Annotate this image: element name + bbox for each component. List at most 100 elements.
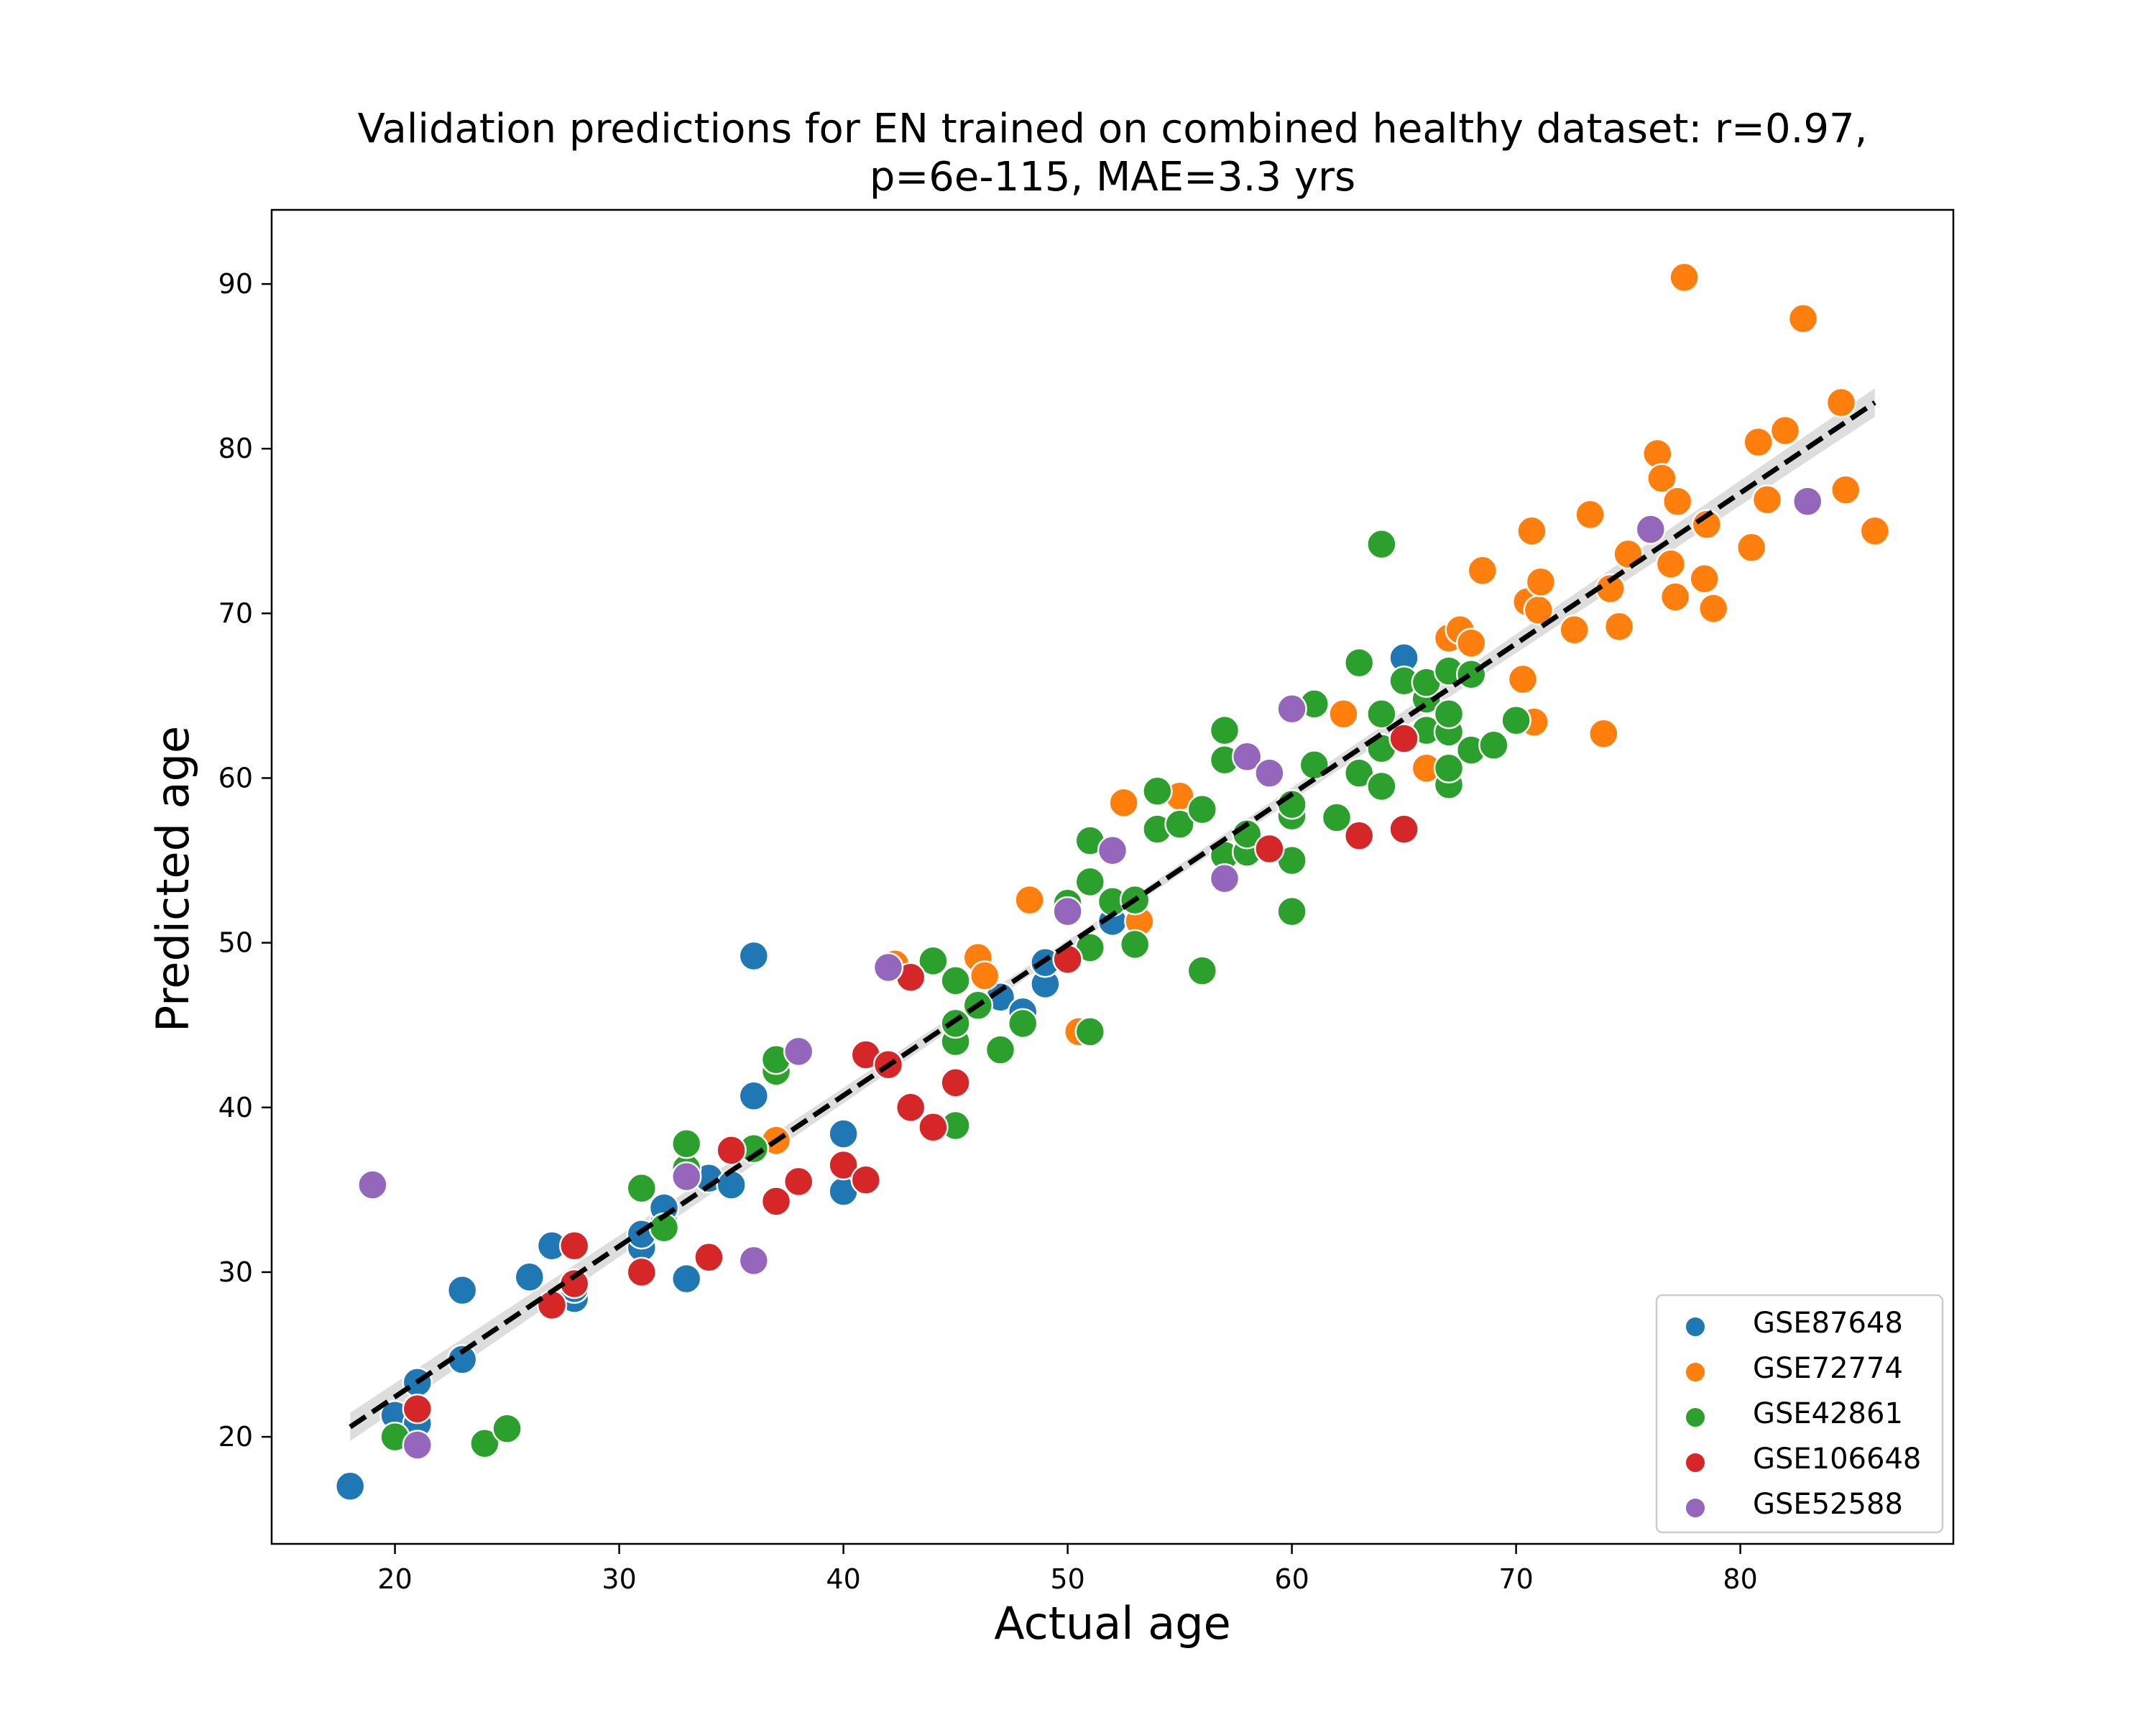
data-point	[783, 1036, 814, 1067]
data-point	[1164, 809, 1195, 840]
data-point	[1209, 714, 1240, 746]
data-point	[1209, 863, 1240, 894]
data-point	[985, 1034, 1016, 1065]
y-tick-label: 80	[218, 433, 253, 464]
data-point	[1769, 415, 1801, 446]
data-point	[1343, 758, 1375, 788]
data-point	[1187, 794, 1218, 825]
data-point	[1792, 486, 1823, 517]
data-point	[969, 960, 1000, 991]
x-tick-label: 20	[377, 1563, 412, 1595]
data-point	[1697, 593, 1729, 624]
data-point	[1007, 1008, 1038, 1039]
data-point	[1501, 705, 1531, 736]
data-point	[1366, 528, 1397, 560]
data-point	[1433, 698, 1465, 730]
data-point	[1366, 770, 1397, 802]
data-point	[1669, 262, 1700, 293]
legend-label: GSE42861	[1753, 1397, 1903, 1430]
series-GSE42861	[379, 528, 1531, 1459]
legend-marker	[1685, 1452, 1706, 1473]
data-point	[626, 1172, 658, 1204]
legend-label: GSE87648	[1753, 1307, 1903, 1340]
y-tick-label: 70	[218, 597, 253, 629]
data-point	[1254, 758, 1285, 788]
data-point	[1559, 615, 1590, 645]
series-GSE52588	[357, 486, 1823, 1460]
data-point	[1507, 663, 1539, 695]
data-point	[1343, 820, 1375, 851]
x-tick-label: 40	[826, 1563, 860, 1595]
series-GSE72774	[760, 262, 1891, 1156]
legend-label: GSE52588	[1753, 1488, 1903, 1521]
data-point	[1231, 741, 1263, 772]
data-point	[536, 1289, 568, 1321]
data-point	[1691, 509, 1723, 540]
x-tick-label: 70	[1498, 1563, 1533, 1595]
plot-frame	[270, 208, 1955, 1545]
data-point	[895, 1092, 926, 1123]
data-point	[828, 1118, 859, 1149]
data-point	[1343, 647, 1375, 678]
data-point	[446, 1274, 478, 1306]
data-point	[1074, 1016, 1106, 1047]
data-point	[492, 1413, 522, 1444]
y-tick-label: 60	[218, 763, 253, 794]
data-point	[469, 1427, 500, 1459]
data-point	[1276, 896, 1307, 927]
data-point	[716, 1135, 747, 1166]
data-point	[1108, 787, 1139, 819]
data-point	[1830, 474, 1861, 505]
data-point	[1366, 698, 1397, 730]
data-point	[626, 1256, 658, 1288]
data-point	[1467, 555, 1498, 586]
data-point	[716, 1169, 747, 1200]
axes: 20 30 40 50 60 70 80 20 30 40 50 60 70 80 90	[218, 208, 1955, 1595]
data-point	[828, 1149, 859, 1181]
data-point	[760, 1186, 792, 1217]
data-point	[872, 952, 904, 983]
data-point	[1276, 694, 1307, 724]
data-point	[1052, 896, 1083, 927]
data-point	[918, 1112, 949, 1143]
legend-marker	[1685, 1316, 1706, 1338]
legend-label: GSE106648	[1753, 1443, 1921, 1476]
data-point	[1478, 730, 1509, 760]
y-tick-label: 40	[218, 1092, 253, 1123]
chart-subtitle: p=6e-115, MAE=3.3 yrs	[870, 154, 1355, 201]
data-point	[940, 1008, 971, 1039]
data-point	[1787, 303, 1819, 334]
data-point	[671, 1128, 702, 1159]
y-tick-label: 20	[218, 1421, 253, 1453]
x-axis-label: Actual age	[994, 1597, 1230, 1650]
data-point	[1641, 438, 1673, 469]
data-point	[1603, 611, 1635, 642]
x-tick-label: 60	[1274, 1563, 1309, 1595]
data-point	[1588, 718, 1619, 749]
data-point	[1119, 929, 1151, 960]
data-point	[1859, 515, 1891, 547]
data-point	[1655, 548, 1687, 579]
y-axis-label: Predicted age	[147, 726, 199, 1032]
x-tick-label: 80	[1723, 1563, 1757, 1595]
y-tick-label: 50	[218, 927, 253, 959]
data-point	[940, 965, 971, 996]
data-point	[1525, 566, 1557, 598]
data-point	[671, 1161, 702, 1192]
legend-marker	[1685, 1497, 1706, 1519]
data-point	[671, 1263, 702, 1294]
chart-title: Validation predictions for EN trained on…	[358, 106, 1868, 152]
data-point	[1736, 532, 1767, 563]
legend-box	[1655, 1294, 1944, 1534]
data-point	[1689, 564, 1720, 594]
data-point	[1321, 802, 1353, 833]
data-point	[1516, 515, 1547, 547]
legend-marker	[1685, 1407, 1706, 1428]
x-tick-label: 50	[1050, 1563, 1084, 1595]
data-point	[1662, 486, 1693, 517]
data-point	[357, 1169, 388, 1200]
data-point	[694, 1242, 724, 1273]
data-point	[1455, 627, 1487, 658]
data-point	[850, 1164, 882, 1195]
y-tick-label: 30	[218, 1256, 253, 1288]
